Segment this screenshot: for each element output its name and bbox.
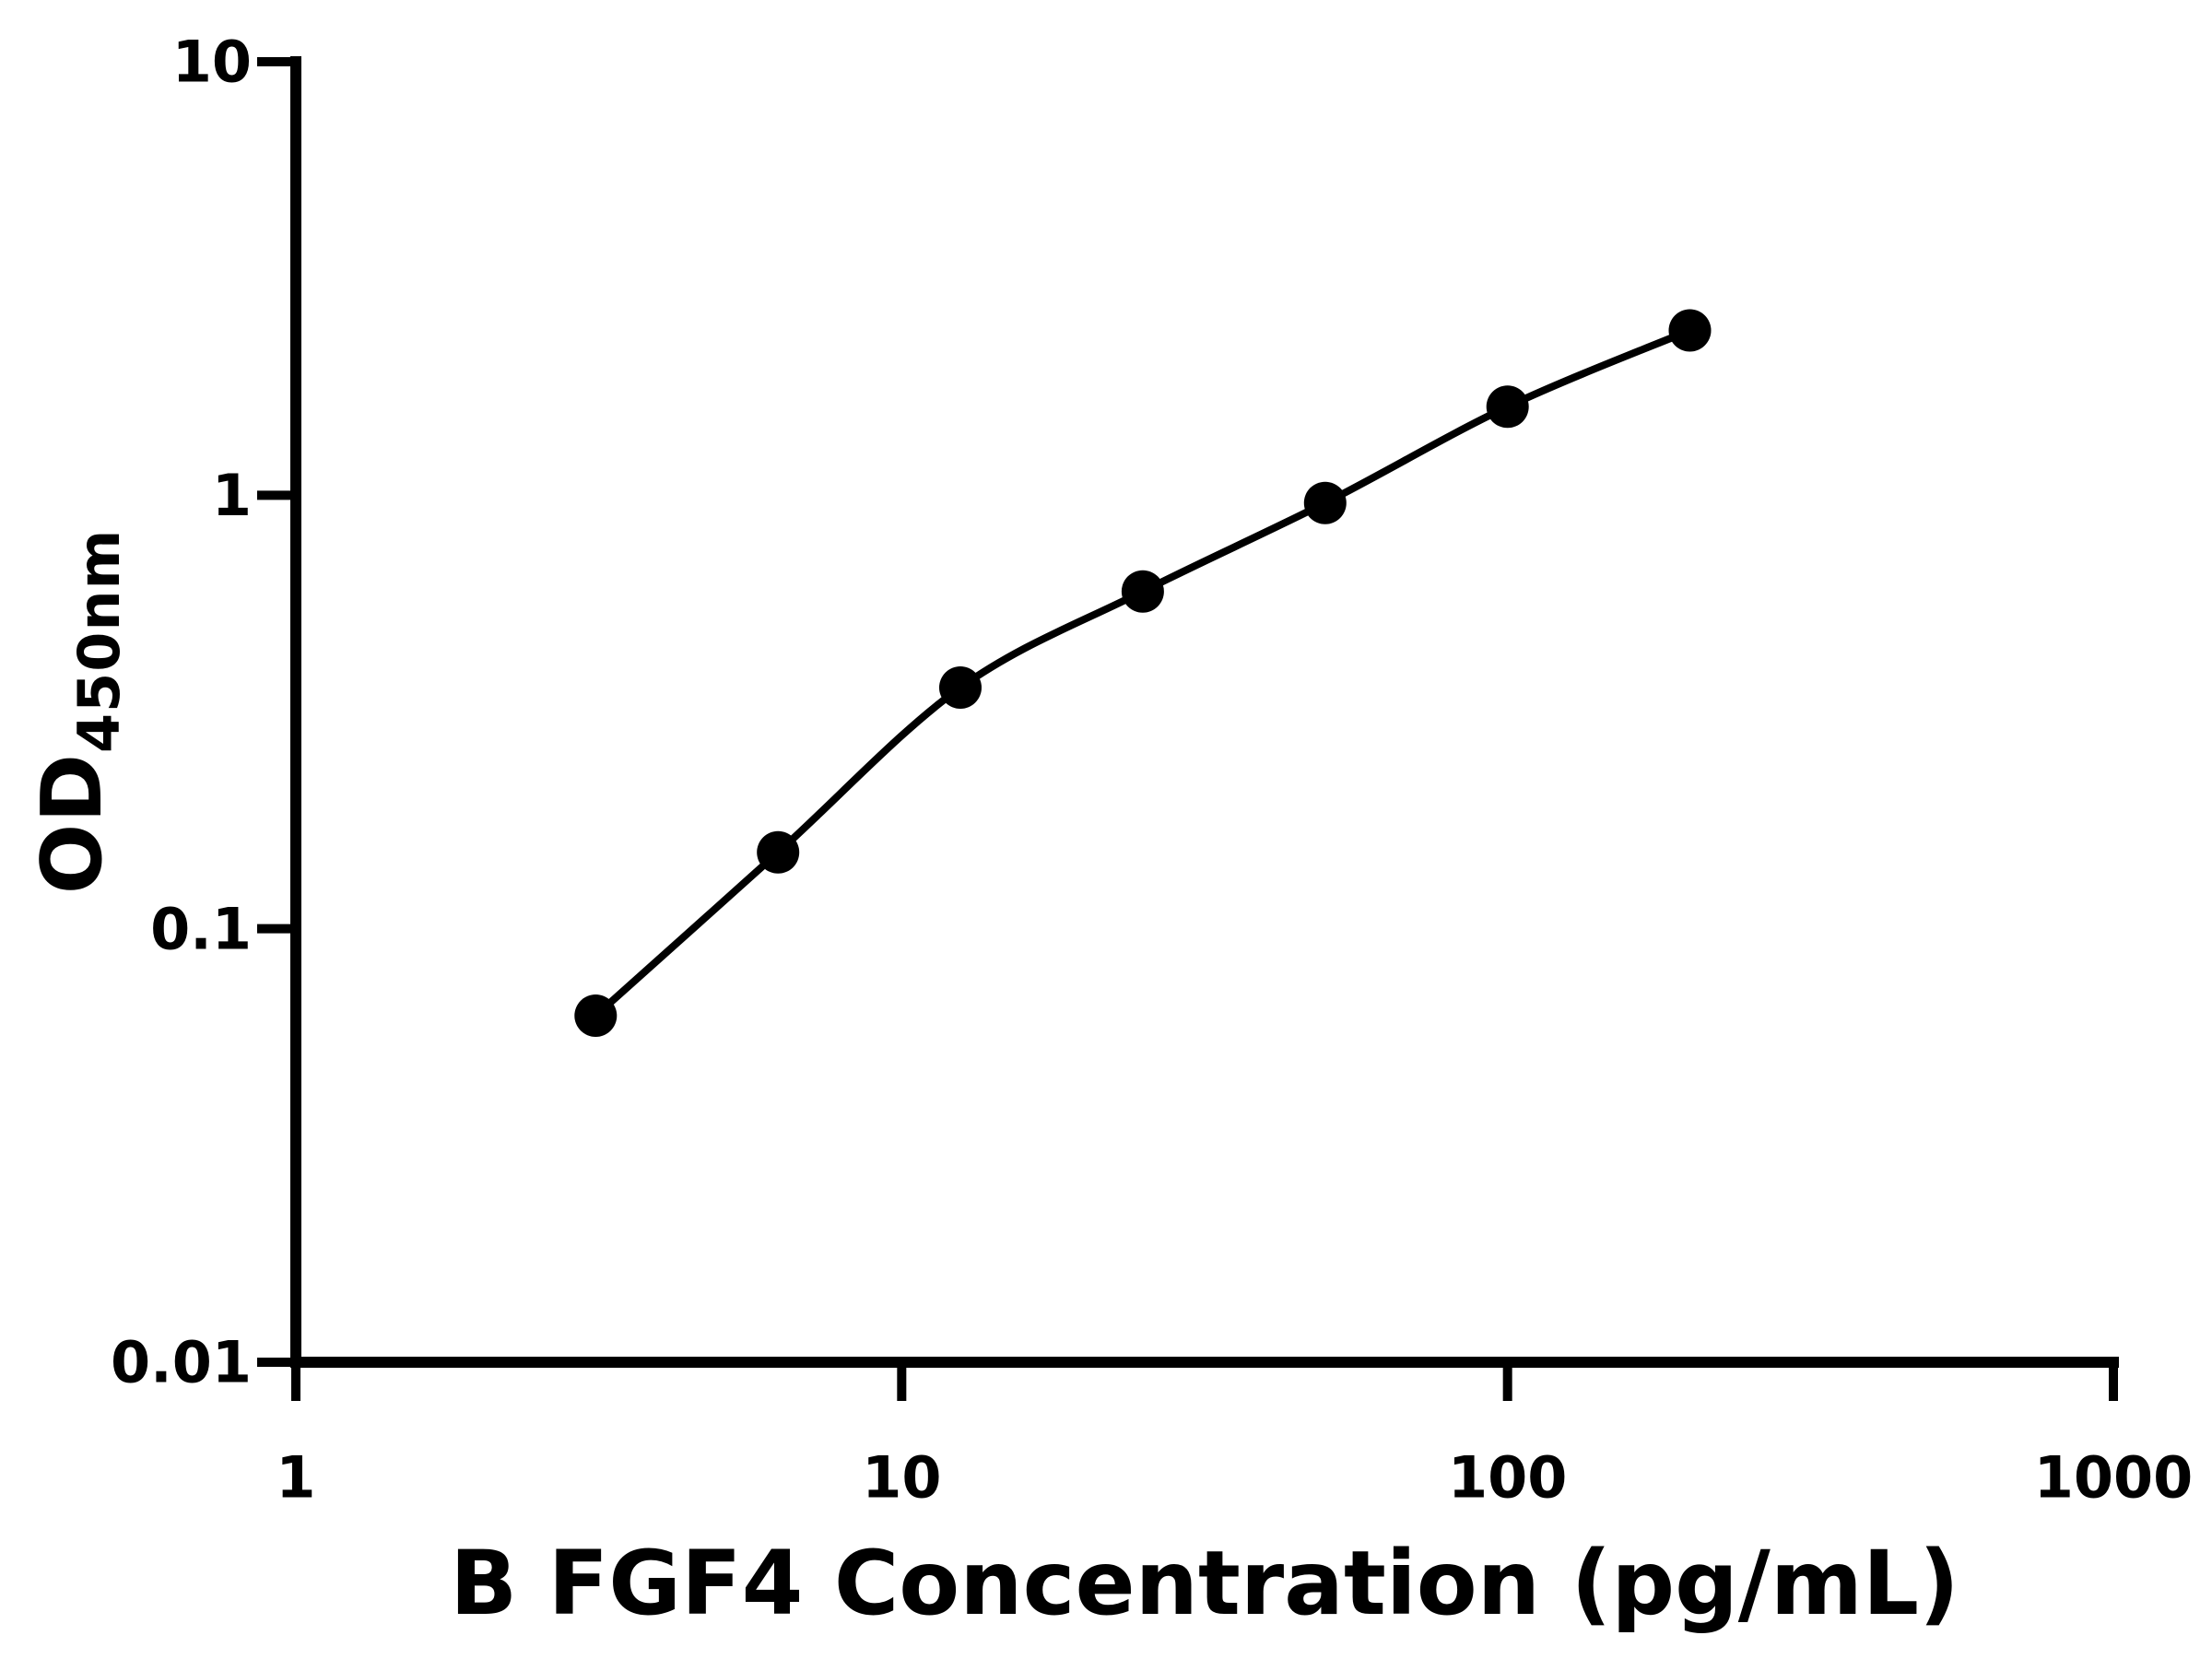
x-axis-tick-label: 100	[1448, 1444, 1567, 1512]
y-axis-tick-label: 0.1	[150, 895, 252, 962]
y-axis-title: OD450nm	[24, 529, 133, 894]
x-axis-title: B FGF4 Concentration (pg/mL)	[450, 1532, 1959, 1635]
y-axis-tick-label: 0.01	[111, 1329, 252, 1396]
data-point	[1668, 309, 1712, 352]
standard-curve-line	[592, 326, 1694, 1019]
y-axis-title-text: OD	[24, 752, 121, 895]
data-point	[1486, 385, 1529, 429]
data-point	[757, 830, 800, 874]
data-point	[1303, 481, 1347, 524]
y-axis-title-subscript: 450nm	[65, 528, 133, 753]
axis-lines	[290, 56, 2119, 1368]
data-point	[1121, 570, 1164, 613]
data-point	[939, 666, 982, 709]
x-axis-tick-label: 10	[862, 1444, 941, 1512]
y-axis-tick-label: 10	[172, 29, 252, 96]
x-axis-tick-label: 1000	[2034, 1444, 2194, 1512]
y-axis-tick-label: 1	[212, 462, 252, 529]
data-point	[574, 994, 618, 1037]
x-axis-tick-label: 1	[276, 1444, 315, 1512]
